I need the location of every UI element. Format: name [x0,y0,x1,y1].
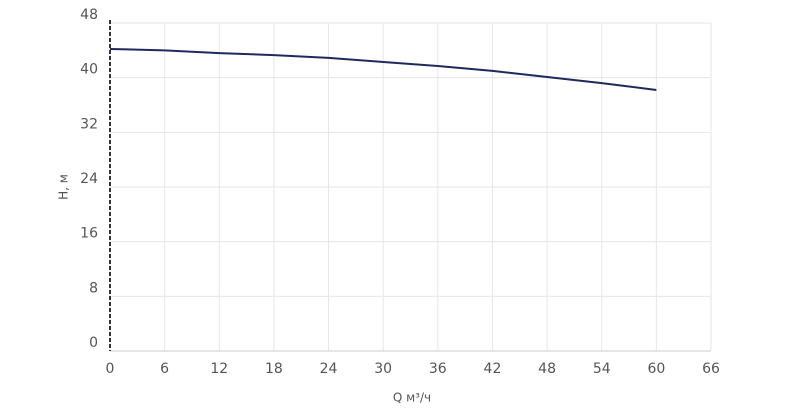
y-tick-label: 48 [80,7,98,23]
y-tick-label: 8 [89,280,98,296]
x-tick-label: 48 [538,361,556,377]
y-tick-label: 32 [80,116,98,132]
x-tick-label: 42 [484,361,502,377]
y-axis-label: H, м [57,174,71,200]
y-tick-label: 16 [80,226,98,242]
y-tick-label: 40 [80,62,98,78]
x-tick-label: 24 [320,361,338,377]
y-tick-label: 24 [80,171,98,187]
x-tick-label: 6 [160,361,169,377]
curve [109,47,657,91]
x-tick-label: 54 [593,361,611,377]
x-tick-label: 30 [374,361,392,377]
x-tick-label: 60 [647,361,665,377]
y-tick-label: 0 [89,335,98,351]
x-tick-label: 36 [429,361,447,377]
x-tick-label: 12 [210,361,228,377]
x-tick-label: 66 [702,361,720,377]
x-tick-label: 18 [265,361,283,377]
x-axis-label: Q м³/ч [393,391,431,405]
x-tick-label: 0 [106,361,115,377]
